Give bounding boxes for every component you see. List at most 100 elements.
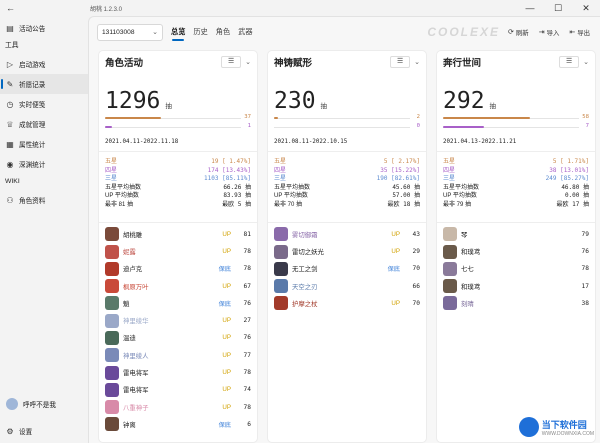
tab-character[interactable]: 角色 xyxy=(215,27,231,36)
sidebar-item-label: 实时便笺 xyxy=(19,102,46,109)
list-item[interactable]: 妮露 UP 78 xyxy=(99,243,257,260)
tab-overview[interactable]: 总览 xyxy=(171,27,186,41)
sidebar-item-attribute-stats[interactable]: ▦ 属性统计 xyxy=(0,134,88,154)
wish-card-character: 角色活动 ☰ ⌄ 1296 抽 37 1 2021.04.11-2022.11.1… xyxy=(98,50,258,443)
minimize-icon[interactable]: — xyxy=(525,2,535,13)
list-item[interactable]: 雷电将军 UP 78 xyxy=(99,364,257,381)
list-item[interactable]: 无工之剑 保底 70 xyxy=(268,260,426,277)
sidebar-item-abyss-stats[interactable]: ◉ 深渊统计 xyxy=(0,154,88,174)
sidebar-item-label: 深渊统计 xyxy=(19,162,46,169)
list-item[interactable]: 雷切之妖光 UP 29 xyxy=(268,243,426,260)
list-item[interactable]: 和璞鸢 17 xyxy=(437,277,595,294)
item-name: 魈 xyxy=(123,300,130,308)
export-label: 导出 xyxy=(577,29,590,37)
avg-up-label: UP 平均抽数 xyxy=(274,193,308,200)
sidebar-item-label: 活动公告 xyxy=(19,26,46,33)
list-view-button[interactable]: ☰ xyxy=(390,56,411,68)
list-item[interactable]: 迪卢克 保底 78 xyxy=(99,260,257,277)
watermark: 当下软件园 WWW.DOWNXIA.COM xyxy=(518,417,594,437)
item-tag: 保底 xyxy=(218,300,231,308)
sidebar-item-realtime-notes[interactable]: ◷ 实时便笺 xyxy=(0,94,88,114)
five-star-count: 19 [ 1.47%] xyxy=(211,158,251,165)
list-item[interactable]: 八重神子 UP 78 xyxy=(99,399,257,416)
maximize-icon[interactable]: ☐ xyxy=(553,2,563,13)
item-pull-count: 76 xyxy=(243,299,251,307)
wish-icon: ✎ xyxy=(6,79,14,89)
list-item[interactable]: 琴 79 xyxy=(437,226,595,243)
list-item[interactable]: 神里绫人 UP 77 xyxy=(99,347,257,364)
card-title: 神铸赋形 xyxy=(274,58,313,69)
item-tag: UP xyxy=(391,230,400,238)
five-star-pity-value: 37 xyxy=(244,114,251,120)
toolbar: 131103008 ⌄ 总览 历史 角色 武器 COOLEXE ⟳ 刷新 ⇥ 导入 … xyxy=(89,17,600,47)
export-button[interactable]: ⇤ 导出 xyxy=(569,28,590,37)
item-portrait xyxy=(274,296,288,311)
item-tag: UP xyxy=(391,248,400,255)
three-star-label: 三星 xyxy=(443,176,456,183)
item-name: 钟离 xyxy=(123,421,136,429)
avg-five-label: 五星平均抽数 xyxy=(274,184,311,191)
list-item[interactable]: 和璞鸢 76 xyxy=(437,243,595,260)
item-tag: UP xyxy=(222,403,231,411)
refresh-button[interactable]: ⟳ 刷新 xyxy=(508,28,529,37)
list-view-button[interactable]: ☰ xyxy=(559,56,580,68)
list-item[interactable]: 枫原万叶 UP 67 xyxy=(99,277,257,294)
wish-cards: 角色活动 ☰ ⌄ 1296 抽 37 1 2021.04.11-2022.11.1… xyxy=(98,50,600,443)
item-tag: UP xyxy=(222,334,231,342)
back-icon[interactable]: ← xyxy=(6,3,15,13)
sidebar-item-settings[interactable]: ⚙ 设置 xyxy=(0,421,88,441)
item-name: 天空之刃 xyxy=(292,283,318,291)
list-view-button[interactable]: ☰ xyxy=(221,56,242,68)
list-item[interactable]: 刻晴 38 xyxy=(437,295,595,312)
list-item[interactable]: 雷电将军 UP 74 xyxy=(99,381,257,398)
item-tag: UP xyxy=(222,317,231,325)
list-item[interactable]: 魈 保底 76 xyxy=(99,295,257,312)
sidebar-item-achievements[interactable]: ♕ 成就管理 xyxy=(0,114,88,134)
uid-value: 131103008 xyxy=(102,28,135,36)
max-pulls: 最非 81 抽 xyxy=(105,201,134,208)
item-tag: UP xyxy=(222,386,231,394)
item-tag: UP xyxy=(222,230,231,238)
item-pull-count: 27 xyxy=(243,317,251,325)
five-star-pity-bar xyxy=(443,117,531,119)
chevron-down-icon[interactable]: ⌄ xyxy=(583,59,589,66)
item-name: 无工之剑 xyxy=(292,266,318,274)
total-unit: 抽 xyxy=(489,103,497,110)
list-item[interactable]: 胡桃雕 UP 81 xyxy=(99,226,257,243)
list-item[interactable]: 天空之刃 66 xyxy=(268,277,426,294)
chevron-down-icon[interactable]: ⌄ xyxy=(245,59,251,66)
list-item[interactable]: 温迪 UP 76 xyxy=(99,329,257,346)
card-title: 奔行世间 xyxy=(443,58,482,69)
sidebar-item-wish-history[interactable]: ✎ 祈愿记录 xyxy=(0,74,88,94)
sidebar-item-launch-game[interactable]: ▷ 启动游戏 xyxy=(0,54,88,74)
chevron-down-icon[interactable]: ⌄ xyxy=(414,59,420,66)
item-pull-count: 70 xyxy=(412,299,420,307)
total-unit: 抽 xyxy=(320,103,328,110)
import-button[interactable]: ⇥ 导入 xyxy=(539,28,560,37)
list-item[interactable]: 雾切御霜 UP 43 xyxy=(268,226,426,243)
app-title: 胡桃 1.2.3.0 xyxy=(90,6,123,13)
sidebar-item-announcements[interactable]: ▤ 活动公告 xyxy=(0,18,88,38)
list-item[interactable]: 七七 78 xyxy=(437,260,595,277)
four-star-pity-value: 1 xyxy=(247,123,251,129)
item-name: 温迪 xyxy=(123,335,136,343)
sidebar-user[interactable]: 呼呼不是我 xyxy=(0,393,88,415)
tab-history[interactable]: 历史 xyxy=(193,27,208,36)
total-pulls: 292 xyxy=(443,88,485,114)
chevron-down-icon: ⌄ xyxy=(152,29,158,36)
five-star-list: 琴 79 和璞鸢 76 七七 78 和璞鸢 17 刻晴 38 xyxy=(437,221,595,312)
refresh-label: 刷新 xyxy=(515,29,529,37)
item-name: 雾切御霜 xyxy=(292,231,318,239)
list-item[interactable]: 钟离 保底 6 xyxy=(99,416,257,433)
item-pull-count: 70 xyxy=(412,265,420,273)
list-item[interactable]: 护摩之杖 UP 70 xyxy=(268,295,426,312)
four-star-count: 38 [13.01%] xyxy=(549,166,589,174)
item-pull-count: 29 xyxy=(412,248,420,255)
tab-weapon[interactable]: 武器 xyxy=(238,27,253,36)
list-item[interactable]: 神里绫华 UP 27 xyxy=(99,312,257,329)
sidebar-item-character-wiki[interactable]: ⚇ 角色资料 xyxy=(0,190,88,210)
close-icon[interactable]: ✕ xyxy=(582,2,590,13)
item-pull-count: 38 xyxy=(581,299,589,307)
uid-selector[interactable]: 131103008 ⌄ xyxy=(97,23,163,41)
item-name: 和璞鸢 xyxy=(461,249,481,256)
